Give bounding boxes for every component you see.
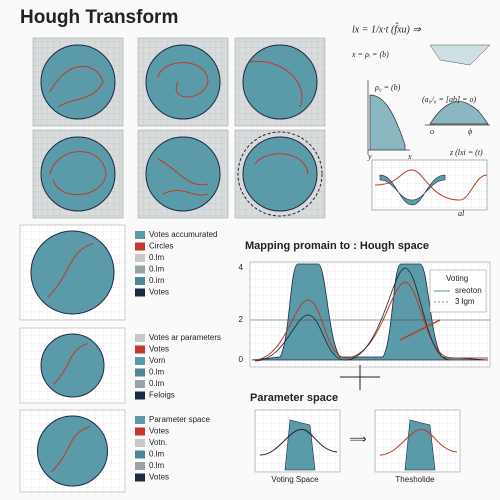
param-fill [284,419,316,471]
legend-swatch [135,254,145,262]
legend-swatch [135,334,145,342]
legend-label: Parameter space [149,415,210,424]
legend-label: Circles [149,242,173,251]
circle [40,44,116,120]
section-title: Mapping promain to : Hough space [245,240,429,252]
formula: x = ρᵢ = (b) [351,50,389,59]
legend-swatch [135,450,145,459]
plot-c-fill [379,174,446,206]
formula: (a₀/₀ = [ab] = o) [422,95,476,104]
legend-label: Feloigs [149,391,175,400]
legend-swatch [135,242,145,251]
curve [49,151,107,195]
legend-swatch [135,288,145,297]
title: Hough Transform [20,7,178,28]
circle [40,136,116,212]
legend-label: Votes [149,345,169,354]
curve [47,242,94,298]
legend-label: Votes [149,288,169,297]
legend-label: Votes [149,473,169,482]
formula: lx = 1/x·t (f̂xu) ⇒ [352,22,421,35]
param-curve [259,429,338,456]
hough-fill [251,263,489,361]
arrow-symbol: ⟹ [349,432,366,446]
curve [49,65,104,108]
y-tick-label: 0 [239,355,244,364]
formula: ρ₀ = (b) [374,83,401,92]
curve [157,62,209,98]
axis-letter: x [407,152,412,161]
param-fill [404,419,436,471]
legend-swatch [135,473,145,482]
legend-label: Votes ar parameters [149,333,221,342]
axis-letter: al [458,209,465,218]
legend-swatch [135,416,145,424]
caption: Thesholide [395,475,435,484]
legend-swatch [135,345,145,354]
caption: Voting Space [271,475,319,484]
circle [40,333,105,398]
legend-label: 0.lm [149,461,164,470]
sketch [429,44,491,66]
plot-b [425,101,490,126]
legend-label: 0.lm [149,379,164,388]
legend-label: Vorn [149,356,165,365]
curve [53,342,89,385]
circle [242,136,318,212]
legend-swatch [135,439,145,447]
axis-letter: o [430,127,434,136]
legend-swatch [135,277,145,285]
curve [249,60,303,108]
content: Votes accumurated Circles 0.lm 0.lm 0.irn Vot… [19,22,491,493]
circle [242,44,318,120]
formula: z (lxi = (t) [449,148,483,157]
legend-swatch [135,368,145,377]
axis-letter: ϕ [468,127,472,136]
hough-curve-dark [254,267,451,362]
legend-swatch [135,391,145,400]
circle [145,136,221,212]
legend-title: Voting [446,274,468,283]
curve [51,426,91,473]
legend-label: Votn. [149,438,167,447]
legend-swatch [135,231,145,239]
plot-c-curve [374,169,488,201]
legend-label: Votes [149,427,169,436]
legend-label: 0.irn [149,276,165,285]
legend-label: 0.lm [149,253,164,262]
curve [157,158,209,196]
legend-label: sreoton [455,286,482,295]
legend-swatch [135,265,145,274]
legend-swatch [135,357,145,365]
legend-label: 0.lm [149,265,164,274]
dashed-circle [237,131,323,217]
hough-curve [254,281,488,361]
plot-a [367,80,410,155]
circle [145,44,221,120]
legend-label: 3 lgm [455,297,475,306]
curve [254,153,309,175]
cross [340,365,380,390]
legend-swatch [135,462,145,470]
legend-label: Votes accumurated [149,230,217,239]
legend-swatch [135,380,145,388]
legend-label: 0.lm [149,368,164,377]
circle [30,230,115,315]
legend-label: 0.lm [149,450,164,459]
circle [37,415,108,487]
arrow [399,319,441,341]
param-curve [379,429,458,456]
y-tick-label: 4 [239,263,244,272]
section-title: Parameter space [250,392,338,404]
axis-letter: y [367,152,372,161]
legend-swatch [135,427,145,436]
y-tick-label: 2 [239,315,244,324]
